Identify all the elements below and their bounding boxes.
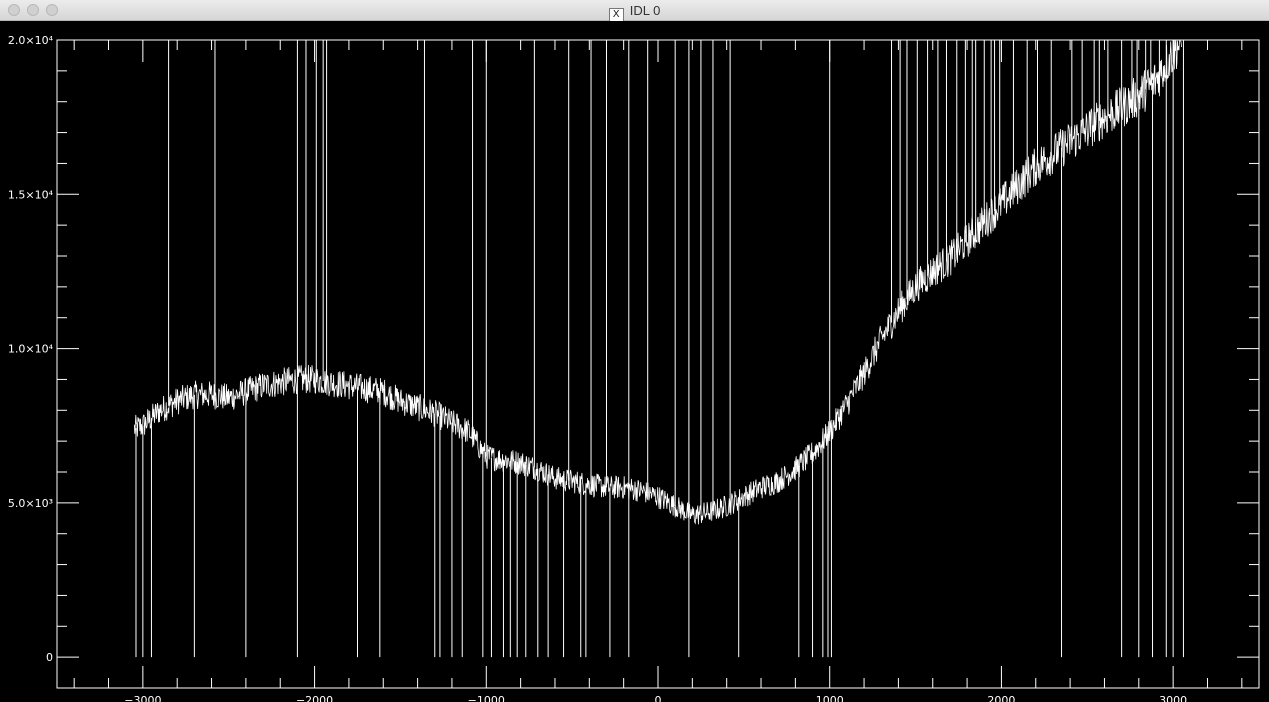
plot-area: 0 5.0×10³ 1.0×10⁴ 1.5×10⁴ 2.0×10⁴ −3000 −2000 −… xyxy=(0,21,1269,702)
x-tick-label: −1000 xyxy=(468,694,505,702)
y-tick-label: 0 xyxy=(46,651,53,664)
x-tick-label: 0 xyxy=(655,694,662,702)
y-tick-label: 2.0×10⁴ xyxy=(8,34,54,47)
y-tick-label: 5.0×10³ xyxy=(8,497,53,510)
tick-labels: 0 5.0×10³ 1.0×10⁴ 1.5×10⁴ 2.0×10⁴ −3000 −2000 −… xyxy=(8,34,1187,702)
spectrum-line xyxy=(133,39,1182,525)
y-tick-label: 1.5×10⁴ xyxy=(8,188,54,201)
x-tick-label: 1000 xyxy=(816,694,844,702)
minimize-button[interactable] xyxy=(27,4,39,16)
x-tick-label: −2000 xyxy=(296,694,333,702)
window-title-area: X IDL 0 xyxy=(0,3,1269,23)
y-tick-label: 1.0×10⁴ xyxy=(8,343,54,356)
window-title: IDL 0 xyxy=(629,3,661,18)
window-titlebar: X IDL 0 xyxy=(0,0,1269,23)
x-tick-label: 2000 xyxy=(987,694,1015,702)
x-tick-label: −3000 xyxy=(124,694,161,702)
series xyxy=(133,39,1182,525)
close-button[interactable] xyxy=(8,4,20,16)
x-tick-label: 3000 xyxy=(1159,694,1187,702)
zoom-button[interactable] xyxy=(46,4,58,16)
